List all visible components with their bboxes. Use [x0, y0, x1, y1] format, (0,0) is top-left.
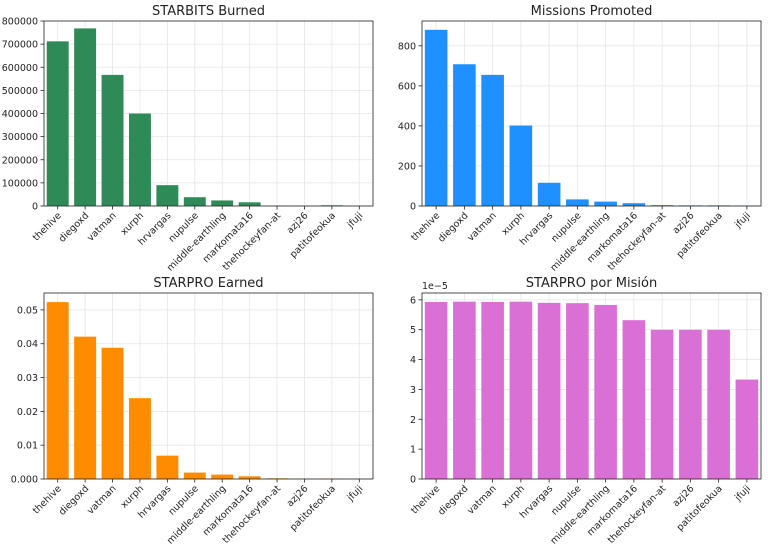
- bar: [707, 329, 730, 479]
- y-offset-label: 1e−5: [422, 281, 448, 292]
- x-tick-label: vatman: [465, 483, 498, 516]
- bar: [622, 203, 646, 206]
- bar: [156, 455, 179, 479]
- bar: [537, 302, 561, 479]
- y-tick-label: 2: [410, 415, 416, 426]
- y-tick-label: 6: [410, 295, 416, 306]
- x-tick-label: diegoxd: [57, 210, 91, 244]
- bar: [156, 185, 179, 206]
- y-tick-label: 800: [398, 41, 416, 52]
- x-tick-label: diegoxd: [57, 483, 91, 517]
- y-tick-label: 1: [410, 445, 416, 456]
- chart-title: STARPRO por Misión: [526, 276, 657, 291]
- y-tick-label: 200: [398, 161, 416, 172]
- x-tick-label: diegoxd: [436, 483, 470, 517]
- bar: [622, 320, 646, 479]
- bar: [238, 202, 261, 206]
- axes-frame: [421, 20, 762, 207]
- y-tick-label: 400: [398, 121, 416, 132]
- bar: [211, 200, 234, 206]
- x-tick-label: diegoxd: [436, 210, 470, 244]
- bar: [679, 329, 702, 479]
- y-tick-label: 0.01: [17, 441, 38, 452]
- y-tick-label: 0.03: [17, 373, 38, 384]
- bar: [594, 304, 617, 479]
- y-tick-label: 400000: [2, 109, 38, 120]
- y-tick-label: 600000: [2, 63, 38, 74]
- x-tick-label: azj26: [285, 210, 311, 236]
- y-tick-label: 500000: [2, 86, 38, 97]
- axes-frame: [43, 292, 374, 480]
- bar: [238, 476, 261, 479]
- y-tick-label: 3: [410, 385, 416, 396]
- bar: [509, 125, 533, 206]
- x-tick-label: vatman: [85, 483, 118, 516]
- bar: [509, 301, 533, 479]
- x-tick-label: azj26: [671, 483, 697, 509]
- chart-title: STARPRO Earned: [153, 276, 263, 291]
- chart-title: Missions Promoted: [531, 4, 653, 19]
- bar: [101, 347, 124, 479]
- bar: [453, 64, 476, 206]
- y-tick-label: 4: [410, 355, 416, 366]
- axes-frame: [421, 292, 762, 480]
- bar: [735, 379, 759, 479]
- x-tick-label: vatman: [465, 210, 498, 243]
- bar: [424, 301, 448, 479]
- y-tick-label: 0.000: [11, 475, 38, 486]
- bar: [650, 205, 674, 206]
- bar: [424, 29, 448, 206]
- y-tick-label: 0.04: [17, 339, 38, 350]
- y-tick-label: 0: [410, 202, 416, 213]
- y-tick-label: 200000: [2, 155, 38, 166]
- y-tick-label: 0.05: [17, 305, 38, 316]
- x-tick-label: jfuji: [732, 483, 753, 504]
- y-tick-label: 800000: [2, 17, 38, 28]
- bar: [453, 301, 476, 479]
- bar: [211, 474, 234, 479]
- bar: [128, 398, 151, 479]
- bar: [481, 74, 504, 207]
- y-tick-label: 0: [32, 202, 38, 213]
- x-tick-label: jfuji: [732, 210, 753, 231]
- bar: [650, 329, 674, 479]
- bar: [128, 113, 151, 206]
- bar: [566, 303, 589, 479]
- bar: [594, 201, 617, 206]
- bar: [46, 41, 69, 206]
- bar: [566, 199, 589, 206]
- y-tick-label: 700000: [2, 40, 38, 51]
- bar: [183, 197, 206, 206]
- x-tick-label: jfuji: [345, 483, 366, 504]
- bar: [74, 336, 97, 479]
- bar: [74, 28, 97, 207]
- chart-title: STARBITS Burned: [152, 4, 265, 19]
- bar: [101, 74, 124, 206]
- y-tick-label: 100000: [2, 178, 38, 189]
- y-tick-label: 5: [410, 325, 416, 336]
- bar: [183, 472, 206, 479]
- bar: [46, 302, 69, 479]
- bar: [481, 301, 504, 479]
- x-tick-label: jfuji: [345, 210, 366, 231]
- x-tick-label: vatman: [85, 210, 118, 243]
- chart-panel-starpro-earned: 0.0000.010.020.030.040.05thehivediegoxdv…: [11, 276, 374, 547]
- bar: [537, 182, 561, 206]
- x-tick-label: azj26: [285, 483, 311, 509]
- x-tick-label: azj26: [671, 210, 697, 236]
- y-tick-label: 600: [398, 81, 416, 92]
- y-tick-label: 300000: [2, 132, 38, 143]
- y-tick-label: 0: [410, 475, 416, 486]
- chart-panel-starbits-burned: 0 100000 200000 300000 400000 500000 600000 700…: [2, 4, 374, 274]
- y-tick-label: 0.02: [17, 407, 38, 418]
